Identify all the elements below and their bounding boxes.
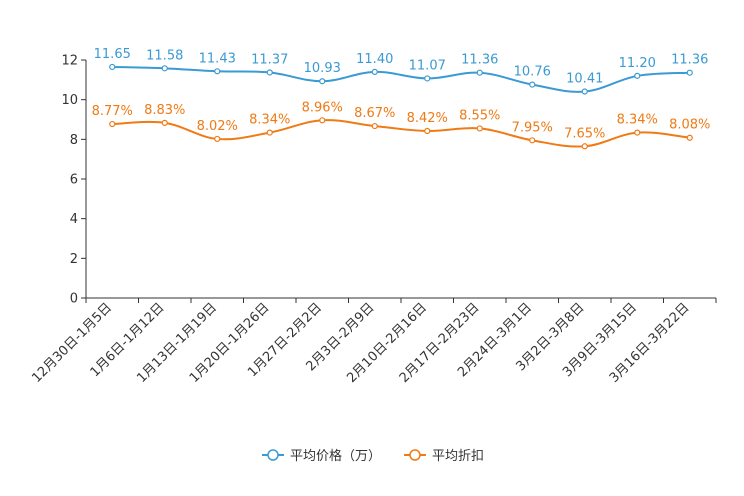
data-label: 8.83% xyxy=(144,103,185,118)
y-tick-label: 6 xyxy=(70,173,78,188)
data-point xyxy=(161,65,168,72)
data-label: 10.41 xyxy=(566,72,603,87)
data-point xyxy=(424,75,431,82)
data-point xyxy=(529,81,536,88)
legend-marker-icon xyxy=(267,449,279,461)
data-label: 8.34% xyxy=(617,113,658,128)
data-label: 8.77% xyxy=(92,104,133,119)
data-label: 8.96% xyxy=(302,100,343,115)
data-label: 8.08% xyxy=(669,118,710,133)
data-label: 7.95% xyxy=(512,120,553,135)
y-tick-label: 4 xyxy=(70,212,78,227)
legend-label: 平均折扣 xyxy=(432,449,484,464)
data-label: 11.36 xyxy=(461,53,498,68)
data-point xyxy=(266,69,273,76)
y-tick-label: 8 xyxy=(70,133,78,148)
y-tick-label: 0 xyxy=(70,292,78,307)
data-label: 11.40 xyxy=(356,52,393,67)
legend-item-2: 平均折扣 xyxy=(404,449,484,464)
data-point xyxy=(529,137,536,144)
data-point xyxy=(319,78,326,85)
data-label: 11.20 xyxy=(619,56,656,71)
data-point xyxy=(581,88,588,95)
data-point xyxy=(476,125,483,132)
data-point xyxy=(161,119,168,126)
legend-marker-icon xyxy=(409,449,421,461)
data-point xyxy=(634,72,641,79)
series-line xyxy=(112,119,690,148)
data-label: 10.93 xyxy=(304,61,341,76)
data-label: 11.43 xyxy=(199,51,236,66)
data-label: 8.34% xyxy=(249,113,290,128)
data-point xyxy=(319,117,326,124)
data-label: 11.07 xyxy=(409,58,446,73)
data-point xyxy=(214,135,221,143)
y-tick-label: 12 xyxy=(61,54,78,69)
data-point xyxy=(214,68,221,75)
data-point xyxy=(266,129,273,136)
data-label: 8.42% xyxy=(407,111,448,126)
legend-label: 平均价格（万） xyxy=(290,448,381,464)
data-label: 8.02% xyxy=(197,119,238,134)
data-point xyxy=(634,129,641,136)
series-1: 11.65 11.58 11.43 11.37 10.93 11.40 11.07 11.36… xyxy=(94,47,708,95)
data-label: 11.58 xyxy=(146,48,183,63)
data-label: 8.55% xyxy=(459,108,500,123)
data-label: 10.76 xyxy=(514,65,551,80)
data-point xyxy=(686,134,693,141)
data-label: 11.37 xyxy=(251,52,288,67)
legend-item-1: 平均价格（万） xyxy=(262,448,381,464)
data-point xyxy=(109,63,116,71)
data-label: 11.65 xyxy=(94,47,131,62)
y-tick-label: 10 xyxy=(61,93,78,108)
data-label: 8.67% xyxy=(354,106,395,121)
series-line xyxy=(112,65,690,93)
data-point xyxy=(371,122,378,130)
data-point xyxy=(581,143,588,150)
data-point xyxy=(476,69,483,76)
data-label: 11.36 xyxy=(671,53,708,68)
data-label: 7.65% xyxy=(564,126,605,141)
data-point xyxy=(424,127,431,135)
y-tick-label: 2 xyxy=(70,252,78,267)
series-2: 8.77% 8.83% 8.02% 8.34% 8.96% 8.67% 8.42% 8.55%… xyxy=(92,100,710,150)
data-point xyxy=(686,69,693,76)
legend: 平均价格（万） 平均折扣 xyxy=(262,448,484,464)
data-point xyxy=(371,68,378,76)
data-point xyxy=(109,120,116,128)
